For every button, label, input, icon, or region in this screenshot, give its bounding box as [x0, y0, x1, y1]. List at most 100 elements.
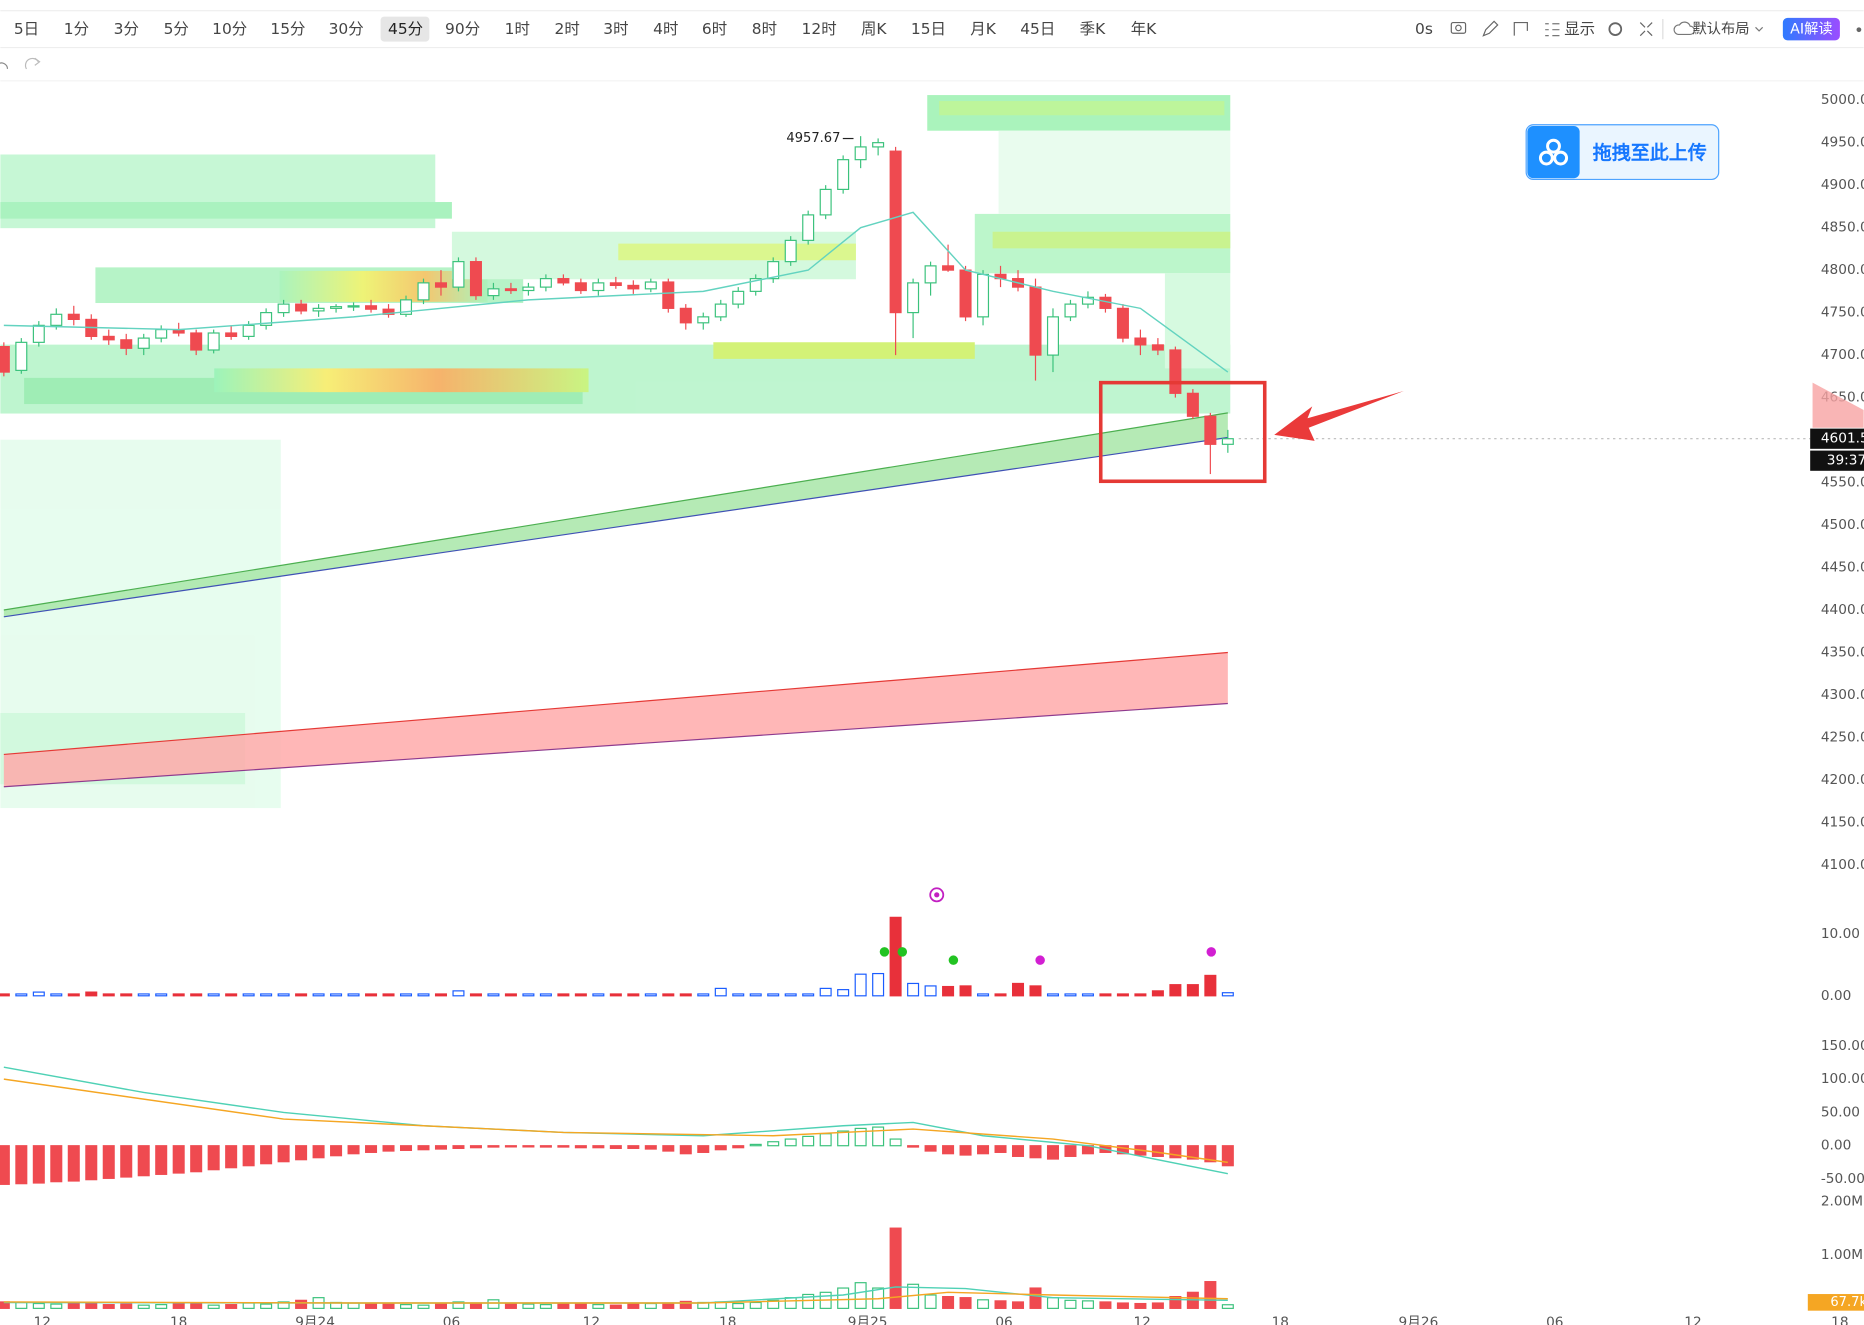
ma-band-lower: [3, 436, 1228, 618]
period-button[interactable]: 45日: [1020, 20, 1055, 38]
indicator-bar: [539, 993, 552, 997]
period-button[interactable]: 30分: [329, 20, 364, 38]
ai-button-label[interactable]: AI解读: [1790, 21, 1832, 38]
candle-body: [1151, 344, 1164, 351]
y-tick-label: 100.00: [1821, 1071, 1864, 1087]
indicator-bar: [557, 1145, 570, 1148]
indicator-bar: [1151, 1145, 1164, 1157]
candle-body: [977, 273, 990, 318]
period-button[interactable]: 1分: [64, 20, 89, 38]
indicator-bar: [1029, 1145, 1042, 1159]
display-button[interactable]: 显示: [1564, 20, 1595, 38]
indicator-bar: [609, 1145, 622, 1149]
indicator-bar: [347, 1302, 360, 1309]
refresh-status[interactable]: 0s: [1415, 20, 1433, 38]
indicator-bar: [207, 993, 220, 997]
period-button[interactable]: 1时: [505, 20, 530, 38]
y-tick-label: 4400.00: [1821, 602, 1864, 618]
indicator-bar: [242, 1302, 255, 1309]
indicator-bar: [557, 1302, 570, 1309]
indicator-bar: [959, 1145, 972, 1156]
y-tick-label: 4150.00: [1821, 814, 1864, 830]
candle-body: [260, 312, 273, 326]
x-tick-label: 9月26: [1399, 1315, 1439, 1325]
indicator-bar: [1116, 1145, 1129, 1155]
period-button[interactable]: 5分: [164, 20, 189, 38]
period-button[interactable]: 45分: [388, 20, 423, 38]
expand-icon[interactable]: [1639, 22, 1653, 37]
indicator-line: [3, 1066, 1228, 1175]
indicator-bar: [802, 1135, 815, 1147]
indicator-bar: [977, 1145, 990, 1155]
period-button[interactable]: 周K: [861, 20, 887, 38]
candle-body: [487, 288, 500, 297]
candle-body: [434, 282, 447, 288]
candle-body: [1064, 303, 1077, 318]
x-tick-label: 06: [443, 1315, 460, 1325]
period-button[interactable]: 3分: [114, 20, 139, 38]
x-tick-label: 12: [583, 1315, 600, 1325]
indicator-bar: [854, 1127, 867, 1147]
period-button[interactable]: 年K: [1131, 20, 1157, 38]
ai-button[interactable]: [1782, 17, 1840, 41]
signal-dot: [897, 947, 908, 957]
countdown-tag: [1810, 450, 1864, 471]
signal-star-core: [934, 892, 940, 898]
candle-body: [1134, 337, 1147, 346]
indicator-bar: [155, 1304, 168, 1309]
indicator-bar: [1011, 1301, 1025, 1309]
period-button[interactable]: 10分: [212, 20, 247, 38]
indicator-bar: [697, 993, 710, 997]
indicator-bar: [679, 1145, 692, 1155]
draw-tool-icon[interactable]: [1513, 21, 1528, 36]
period-button[interactable]: 8时: [752, 20, 777, 38]
indicator-bar: [627, 1303, 640, 1309]
list-icon[interactable]: [1545, 23, 1560, 37]
indicator-bar: [1064, 1145, 1077, 1157]
indicator-bar: [1011, 1145, 1025, 1157]
upload-text[interactable]: 拖拽至此上传: [1593, 141, 1707, 164]
y-tick-label: 5000.00: [1821, 92, 1864, 108]
undo-icon[interactable]: [0, 62, 9, 70]
indicator-bar: [557, 993, 570, 997]
indicator-bar: [942, 1145, 955, 1155]
x-tick-label: 18: [1831, 1315, 1848, 1325]
indicator-bar: [977, 1299, 990, 1309]
period-button[interactable]: 月K: [970, 20, 996, 38]
redo-icon[interactable]: [24, 57, 41, 70]
period-button[interactable]: 3时: [603, 20, 628, 38]
period-button[interactable]: 季K: [1080, 20, 1106, 38]
signal-star: [929, 887, 945, 903]
period-button[interactable]: 4时: [653, 20, 678, 38]
period-button[interactable]: 15日: [911, 20, 946, 38]
candle-body: [32, 324, 45, 343]
period-button[interactable]: 2时: [555, 20, 580, 38]
period-button[interactable]: 5日: [14, 20, 39, 38]
period-button[interactable]: 90分: [445, 20, 480, 38]
volume-tag-label: 67.7k: [1830, 1295, 1864, 1310]
camera-icon[interactable]: [1450, 21, 1467, 34]
indicator-bar: [819, 1133, 832, 1147]
cloud-icon[interactable]: [1673, 21, 1695, 36]
share-icon[interactable]: [1856, 27, 1862, 33]
candle-body: [522, 286, 535, 292]
indicator-bar: [767, 1299, 780, 1309]
settings-icon[interactable]: [1608, 22, 1623, 36]
pencil-icon[interactable]: [1482, 20, 1499, 37]
period-button[interactable]: 12时: [802, 20, 837, 38]
indicator-bar: [15, 993, 28, 997]
indicator-bar: [137, 1145, 150, 1177]
indicator-bar: [347, 993, 360, 997]
highlight-box: [1098, 380, 1267, 484]
layout-button[interactable]: 默认布局: [1693, 21, 1750, 38]
y-tick-label: 4450.00: [1821, 560, 1864, 576]
period-button[interactable]: 15分: [270, 20, 305, 38]
signal-dot: [948, 955, 959, 965]
candle-body: [469, 261, 482, 297]
indicator-bar: [1046, 993, 1059, 997]
candle-body: [225, 332, 238, 337]
candle-body: [1116, 307, 1129, 339]
period-button[interactable]: 6时: [702, 20, 727, 38]
indicator-bar: [190, 993, 203, 997]
indicator-bar: [767, 993, 780, 997]
